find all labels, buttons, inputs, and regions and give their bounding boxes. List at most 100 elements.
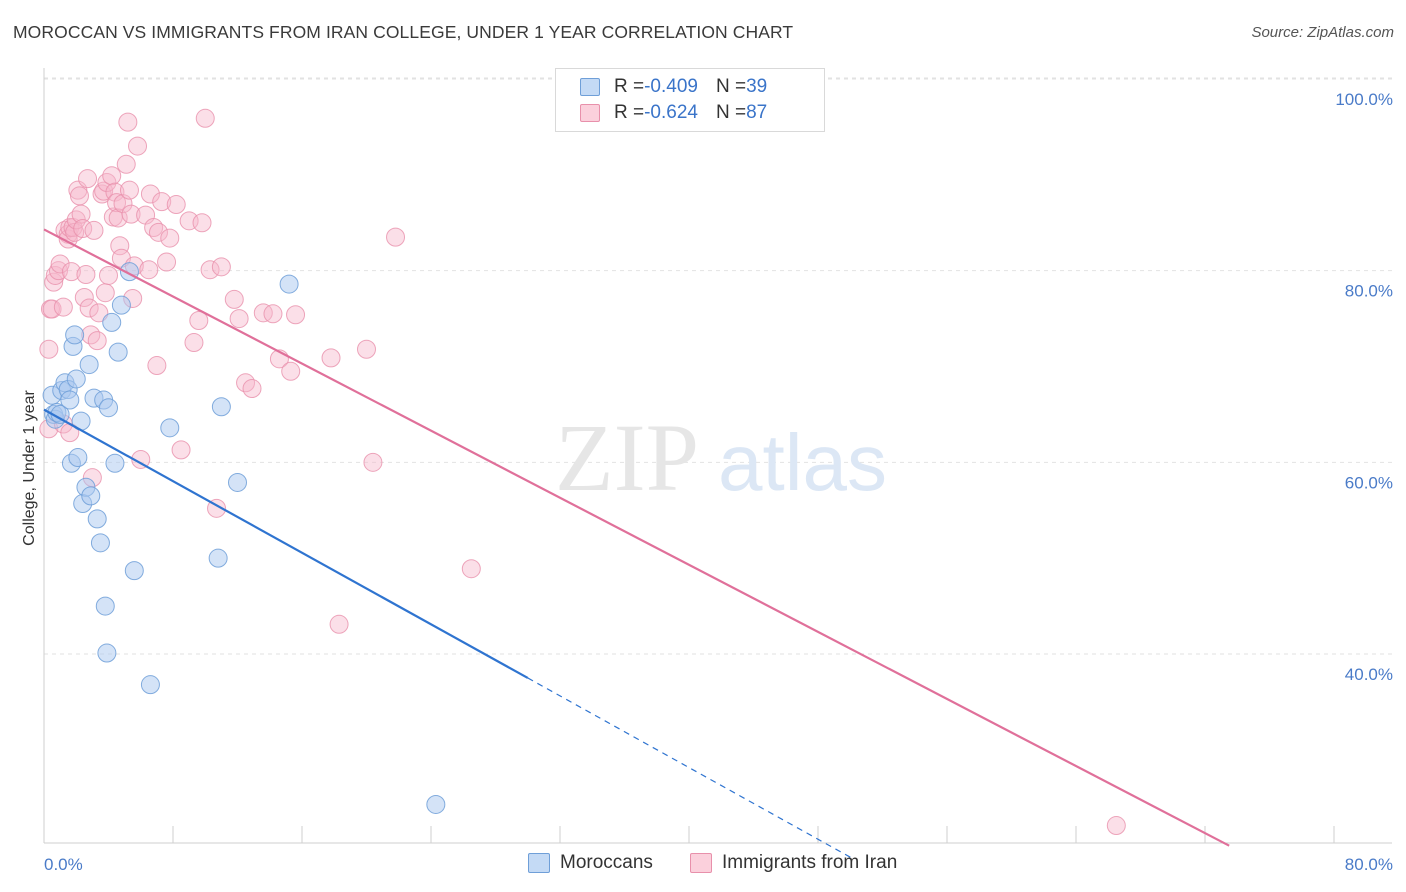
- iran-point: [69, 186, 89, 206]
- watermark-atlas: atlas: [718, 418, 887, 507]
- legend-row-iran: R = -0.624 N = 87: [580, 101, 767, 125]
- iran-point: [116, 154, 136, 174]
- watermark-zip: ZIP: [555, 404, 699, 511]
- axes: 40.0% 60.0% 80.0% 100.0% 0.0% 80.0%: [43, 68, 1393, 874]
- iran-point: [95, 283, 115, 303]
- iran-point: [61, 262, 81, 282]
- correlation-legend: R = -0.409 N = 39 R = -0.624 N = 87: [555, 68, 825, 132]
- iran-point: [200, 260, 220, 280]
- iran-point: [118, 112, 138, 132]
- iran-trend-line: [43, 228, 1230, 847]
- legend-r-label: R =: [614, 76, 645, 97]
- x-tick-label: 0.0%: [44, 855, 83, 874]
- iran-point: [128, 136, 148, 156]
- iran-point: [78, 169, 98, 189]
- moroccan-point: [124, 561, 144, 581]
- iran-point: [152, 192, 172, 212]
- iran-point: [189, 311, 209, 330]
- moroccan-point: [279, 274, 299, 294]
- iran-point: [148, 222, 168, 242]
- moroccan-point: [102, 312, 122, 332]
- legend-n-value: 39: [746, 76, 768, 97]
- legend-n-label: N =: [715, 102, 747, 123]
- iran-point: [461, 559, 481, 579]
- iran-point: [50, 254, 70, 274]
- iran-point: [84, 220, 104, 240]
- moroccan-point: [99, 398, 118, 418]
- moroccan-point: [105, 453, 125, 473]
- moroccan-point: [81, 486, 101, 506]
- iran-point: [242, 379, 262, 399]
- moroccan-point: [108, 342, 128, 362]
- iran-point: [76, 265, 96, 284]
- legend-r-label: R =: [614, 102, 645, 123]
- series-legend-moroccans: Moroccans: [528, 852, 653, 874]
- moroccan-point: [95, 596, 115, 616]
- iran-point: [102, 166, 122, 186]
- iran-point: [184, 333, 204, 353]
- iran-point: [97, 173, 117, 192]
- iran-point: [211, 257, 231, 277]
- iran-point: [357, 339, 376, 359]
- y-tick-label: 100.0%: [1335, 90, 1393, 109]
- iran-point: [321, 348, 341, 368]
- iran-point: [1106, 816, 1126, 836]
- iran-point: [195, 108, 215, 128]
- series-legend-label: Immigrants from Iran: [722, 852, 898, 873]
- series-legend-iran: Immigrants from Iran: [690, 852, 897, 874]
- series-iran-points: [39, 108, 1126, 836]
- gridlines: [44, 77, 1392, 655]
- series-legend-label: Moroccans: [560, 852, 653, 873]
- moroccan-point: [66, 369, 86, 389]
- iran-point: [71, 204, 91, 224]
- iran-point: [108, 208, 128, 228]
- legend-swatch-pink: [580, 104, 600, 122]
- series-swatch-pink: [690, 853, 712, 873]
- iran-point: [192, 213, 212, 233]
- iran-point: [140, 184, 160, 204]
- iran-point: [281, 361, 301, 381]
- iran-point: [107, 193, 127, 213]
- iran-point: [224, 289, 244, 309]
- moroccan-point: [211, 397, 231, 417]
- iran-point: [229, 309, 249, 329]
- y-tick-label: 80.0%: [1345, 282, 1393, 301]
- legend-r-value: -0.409: [644, 76, 698, 97]
- moroccan-point: [160, 418, 180, 438]
- moroccan-point: [208, 548, 228, 568]
- moroccan-point: [90, 533, 110, 553]
- source-note: Source: ZipAtlas.com: [1251, 24, 1394, 41]
- chart-title: MOROCCAN VS IMMIGRANTS FROM IRAN COLLEGE…: [13, 22, 794, 42]
- iran-point: [286, 305, 306, 325]
- iran-point: [253, 303, 273, 323]
- iran-point: [157, 252, 177, 272]
- iran-point: [363, 452, 383, 472]
- legend-swatch-blue: [580, 78, 600, 96]
- iran-point: [119, 180, 139, 200]
- iran-point: [79, 298, 99, 318]
- moroccan-point: [97, 643, 117, 663]
- series-legend: Moroccans Immigrants from Iran: [0, 852, 1406, 878]
- moroccan-point: [79, 355, 99, 375]
- iran-point: [166, 195, 186, 215]
- x-tick-label: 80.0%: [1345, 855, 1393, 874]
- iran-point: [160, 228, 180, 248]
- iran-point: [110, 236, 130, 256]
- iran-point: [87, 331, 107, 351]
- y-tick-label: 60.0%: [1345, 473, 1393, 492]
- moroccan-point: [140, 675, 160, 695]
- iran-point: [147, 356, 167, 376]
- moroccan-point: [228, 472, 247, 492]
- y-tick-label: 40.0%: [1345, 665, 1393, 684]
- moroccan-point: [60, 390, 80, 410]
- legend-n-value: 87: [746, 102, 768, 123]
- watermark: ZIP atlas: [555, 404, 887, 511]
- y-axis-title: College, Under 1 year: [21, 390, 38, 546]
- iran-point: [89, 303, 109, 323]
- iran-point: [386, 227, 406, 247]
- legend-r-value: -0.624: [644, 102, 698, 123]
- moroccan-point: [65, 325, 85, 345]
- moroccan-point: [68, 448, 88, 468]
- iran-point: [139, 260, 159, 280]
